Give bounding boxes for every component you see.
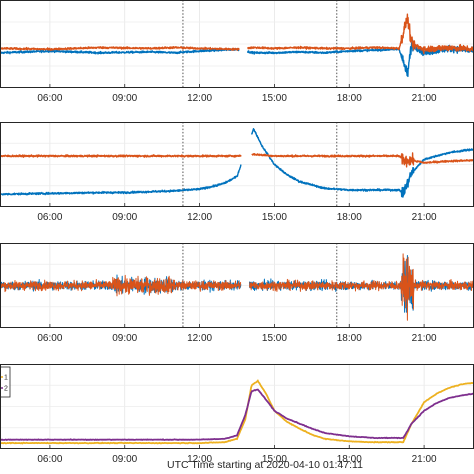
series-line xyxy=(0,388,474,442)
panel-2: 06:00 09:00 12:00 15:00 18:00 21:00 xyxy=(0,122,474,223)
series-1 xyxy=(0,39,474,78)
x-tick-label: 06:00 xyxy=(37,212,62,223)
series-2 xyxy=(0,152,474,168)
x-tick-label: 12:00 xyxy=(187,333,212,344)
x-axis-label: UTC Time starting at 2020-04-10 01:47:11 xyxy=(167,459,363,471)
series-line xyxy=(0,379,474,445)
x-tick-label: 12:00 xyxy=(187,212,212,223)
legend: 12 xyxy=(0,366,11,398)
series-2 xyxy=(0,253,474,321)
x-tick-label: 21:00 xyxy=(412,212,437,223)
x-tick-label: 18:00 xyxy=(337,93,362,104)
x-tick-label: 15:00 xyxy=(262,333,287,344)
series-points xyxy=(0,13,474,55)
x-tick-label: 06:00 xyxy=(37,333,62,344)
x-tick-label: 18:00 xyxy=(337,454,362,465)
x-tick-label: 09:00 xyxy=(112,93,137,104)
panel-1: 06:00 09:00 12:00 15:00 18:00 21:00 xyxy=(0,0,474,104)
legend-entry: 2 xyxy=(4,386,8,393)
x-tick-label: 21:00 xyxy=(412,454,437,465)
legend-box xyxy=(0,366,11,398)
x-tick-label: 18:00 xyxy=(337,333,362,344)
series-2 xyxy=(0,13,474,55)
x-tick-label: 15:00 xyxy=(262,93,287,104)
x-tick-label: 09:00 xyxy=(112,333,137,344)
x-tick-label: 18:00 xyxy=(337,212,362,223)
x-tick-label: 21:00 xyxy=(412,333,437,344)
x-tick-label: 12:00 xyxy=(187,454,212,465)
x-tick-label: 09:00 xyxy=(112,454,137,465)
x-tick-label: 12:00 xyxy=(187,93,212,104)
legend-entry: 1 xyxy=(4,375,8,382)
x-tick-label: 15:00 xyxy=(262,454,287,465)
series-1 xyxy=(0,379,474,445)
x-tick-label: 21:00 xyxy=(412,93,437,104)
series-points xyxy=(0,152,474,168)
x-tick-label: 09:00 xyxy=(112,212,137,223)
series-points xyxy=(0,127,474,198)
panel-3: 06:00 09:00 12:00 15:00 18:00 21:00 xyxy=(0,243,474,344)
series-points xyxy=(0,253,474,321)
x-tick-label: 15:00 xyxy=(262,212,287,223)
series-1 xyxy=(0,127,474,198)
series-2 xyxy=(0,388,474,442)
series-points xyxy=(0,39,474,78)
x-tick-label: 06:00 xyxy=(37,454,62,465)
x-tick-label: 06:00 xyxy=(37,93,62,104)
